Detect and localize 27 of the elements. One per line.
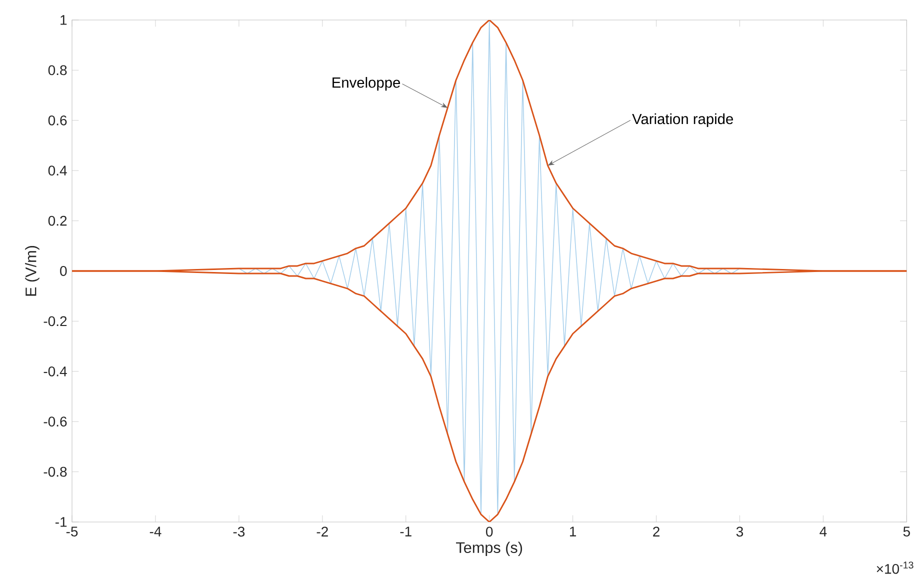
x-axis-title: Temps (s) xyxy=(456,542,522,556)
y-tick-label: 0.6 xyxy=(48,115,67,126)
y-tick-label: 0.8 xyxy=(48,65,67,76)
y-tick-label: 0.2 xyxy=(48,216,67,226)
x-tick-label: -1 xyxy=(400,526,412,536)
x-tick-label: 4 xyxy=(820,526,827,536)
x-tick-label: 2 xyxy=(653,526,660,536)
y-tick-label: -1 xyxy=(55,517,67,527)
y-tick-label: 0 xyxy=(60,266,67,276)
y-tick-label: -0.6 xyxy=(44,416,67,427)
x-tick-label: 5 xyxy=(903,526,910,536)
y-axis-title: E (V/m) xyxy=(25,246,40,296)
y-tick-label: 1 xyxy=(60,15,67,25)
x-tick-label: 1 xyxy=(570,526,576,536)
x-tick-label: 3 xyxy=(736,526,744,537)
x-tick-label: -3 xyxy=(233,526,245,537)
text: ×10$^{-13}$ xyxy=(876,562,914,574)
annotation: Variation rapide xyxy=(632,113,733,128)
annotation: Enveloppe xyxy=(332,77,400,91)
x-tick-label: -5 xyxy=(66,526,78,536)
x-tick-label: 0 xyxy=(486,526,493,537)
y-tick-label: 0.4 xyxy=(48,166,67,176)
x-tick-label: -4 xyxy=(150,526,162,536)
y-tick-label: -0.4 xyxy=(44,366,67,376)
y-tick-label: -0.8 xyxy=(44,466,67,477)
x-tick-label: -2 xyxy=(316,526,328,536)
y-tick-label: -0.2 xyxy=(44,316,67,326)
